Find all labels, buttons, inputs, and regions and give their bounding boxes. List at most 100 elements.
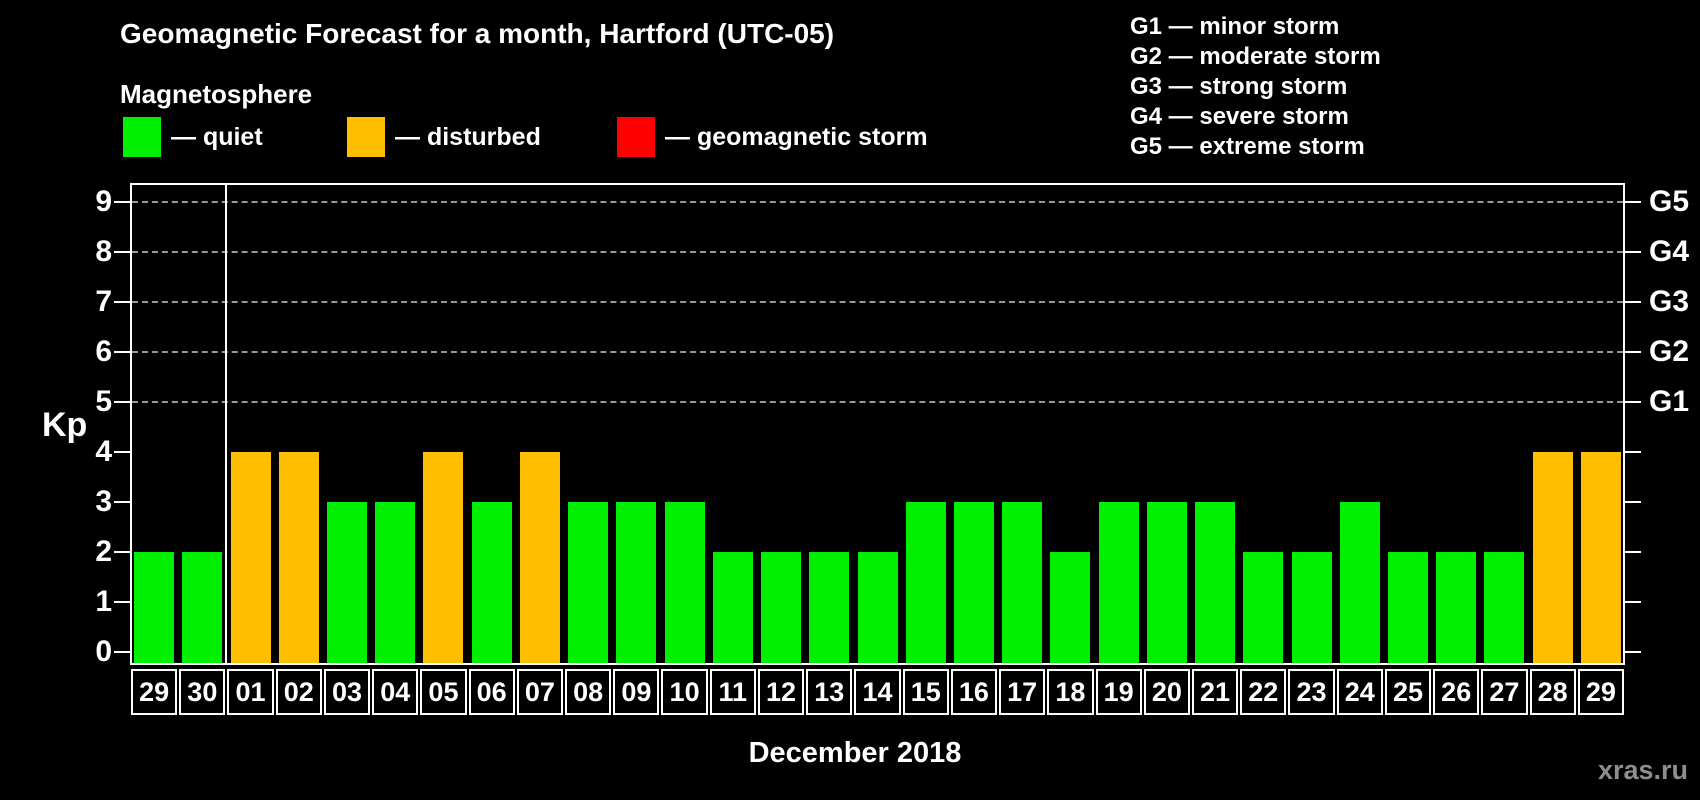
x-label-cell-6-day-05: 05 [420, 669, 467, 715]
right-tick-7 [1625, 301, 1641, 303]
storm-color-swatch [617, 117, 655, 157]
x-label-cell-9-day-08: 08 [565, 669, 612, 715]
bar-day-14-kp2 [857, 552, 898, 665]
gridline-kp-9 [132, 201, 1623, 203]
bar-day-02-kp4 [278, 452, 319, 665]
x-label-cell-0-day-29: 29 [131, 669, 178, 715]
bar-day-27-kp2 [1484, 552, 1525, 665]
bar-day-20-kp3 [1146, 502, 1187, 665]
legend-label-quiet: — quiet [171, 122, 263, 151]
x-label-cell-28-day-27: 27 [1481, 669, 1528, 715]
left-tick-2 [114, 551, 130, 553]
bar-day-09-kp3 [616, 502, 657, 665]
legend-label-disturbed: — disturbed [395, 122, 541, 151]
x-label-cell-13-day-12: 12 [757, 669, 805, 715]
x-label-cell-26-day-25: 25 [1384, 669, 1432, 715]
y-tick-label-8: 8 [95, 235, 112, 268]
bar-day-26-kp2 [1436, 552, 1477, 665]
bar-day-17-kp3 [1002, 502, 1043, 665]
left-tick-3 [114, 501, 130, 503]
bar-day-10-kp3 [664, 502, 705, 665]
x-label-cell-3-day-02: 02 [275, 669, 322, 715]
x-label-cell-30-day-29: 29 [1577, 669, 1624, 715]
g-level-label-G2: G2 [1649, 335, 1690, 368]
right-tick-4 [1625, 451, 1641, 453]
bar-day-16-kp3 [953, 502, 994, 665]
bar-day-05-kp4 [423, 452, 464, 665]
g-level-label-G3: G3 [1649, 285, 1690, 318]
x-label-cell-27-day-26: 26 [1433, 669, 1480, 715]
g-scale-legend: G1 — minor storm G2 — moderate storm G3 … [1130, 12, 1381, 162]
watermark: xras.ru [1597, 755, 1688, 785]
y-tick-label-1: 1 [95, 585, 112, 618]
right-tick-8 [1625, 251, 1641, 253]
bar-day-07-kp4 [519, 452, 560, 665]
left-tick-0 [114, 651, 130, 653]
quiet-color-swatch [123, 117, 161, 157]
y-tick-label-9: 9 [95, 185, 112, 218]
bar-day-11-kp2 [712, 552, 753, 665]
x-label-cell-25-day-24: 24 [1336, 669, 1383, 715]
x-label-cell-16-day-15: 15 [902, 669, 949, 715]
x-label-cell-8-day-07: 07 [516, 669, 564, 715]
bar-day-29-kp2 [134, 552, 175, 665]
x-label-cell-11-day-10: 10 [661, 669, 708, 715]
x-label-cell-18-day-17: 17 [999, 669, 1046, 715]
right-tick-0 [1625, 651, 1641, 653]
y-tick-label-4: 4 [95, 435, 112, 468]
legend-item-quiet: — quiet [123, 117, 263, 157]
g3-legend-line: G3 — strong storm [1130, 73, 1348, 100]
bar-day-15-kp3 [905, 502, 946, 665]
gridline-kp-6 [132, 351, 1623, 353]
bar-day-18-kp2 [1050, 552, 1091, 665]
g5-legend-line: G5 — extreme storm [1130, 133, 1365, 160]
bar-day-19-kp3 [1098, 502, 1139, 665]
bar-day-24-kp3 [1339, 502, 1380, 665]
bar-day-28-kp4 [1532, 452, 1573, 665]
x-label-cell-4-day-03: 03 [323, 669, 371, 715]
right-tick-6 [1625, 351, 1641, 353]
bar-day-04-kp3 [375, 502, 416, 665]
bar-day-01-kp4 [230, 452, 271, 665]
y-axis-title: Kp [42, 406, 88, 444]
right-tick-3 [1625, 501, 1641, 503]
x-label-cell-10-day-09: 09 [613, 669, 660, 715]
y-tick-label-2: 2 [95, 535, 112, 568]
g1-legend-line: G1 — minor storm [1130, 13, 1340, 40]
x-label-cell-7-day-06: 06 [468, 669, 515, 715]
x-label-cell-19-day-18: 18 [1047, 669, 1094, 715]
page-title: Geomagnetic Forecast for a month, Hartfo… [120, 18, 835, 49]
y-tick-label-7: 7 [95, 285, 112, 318]
bar-day-30-kp2 [182, 552, 223, 665]
gridline-kp-5 [132, 401, 1623, 403]
left-tick-5 [114, 401, 130, 403]
g-level-label-G4: G4 [1649, 235, 1690, 268]
gridline-kp-8 [132, 251, 1623, 253]
g-level-label-G5: G5 [1649, 185, 1690, 218]
y-tick-label-3: 3 [95, 485, 112, 518]
right-tick-9 [1625, 201, 1641, 203]
bar-day-25-kp2 [1387, 552, 1428, 665]
right-tick-2 [1625, 551, 1641, 553]
bar-day-03-kp3 [327, 502, 368, 665]
bar-day-22-kp2 [1243, 552, 1284, 665]
right-tick-1 [1625, 601, 1641, 603]
x-label-cell-17-day-16: 16 [950, 669, 998, 715]
bar-day-21-kp3 [1195, 502, 1236, 665]
left-tick-8 [114, 251, 130, 253]
x-axis-title: December 2018 [748, 737, 962, 769]
x-label-cell-12-day-11: 11 [709, 669, 756, 715]
x-label-cell-23-day-22: 22 [1240, 669, 1287, 715]
left-tick-9 [114, 201, 130, 203]
x-label-cell-29-day-28: 28 [1529, 669, 1576, 715]
right-tick-5 [1625, 401, 1641, 403]
g4-legend-line: G4 — severe storm [1130, 103, 1349, 130]
x-label-cell-15-day-14: 14 [854, 669, 901, 715]
x-label-cell-22-day-21: 21 [1191, 669, 1239, 715]
y-tick-label-6: 6 [95, 335, 112, 368]
x-label-cell-5-day-04: 04 [372, 669, 419, 715]
legend-item-storm: — geomagnetic storm [617, 117, 928, 157]
x-label-cell-20-day-19: 19 [1095, 669, 1142, 715]
bar-day-13-kp2 [809, 552, 850, 665]
